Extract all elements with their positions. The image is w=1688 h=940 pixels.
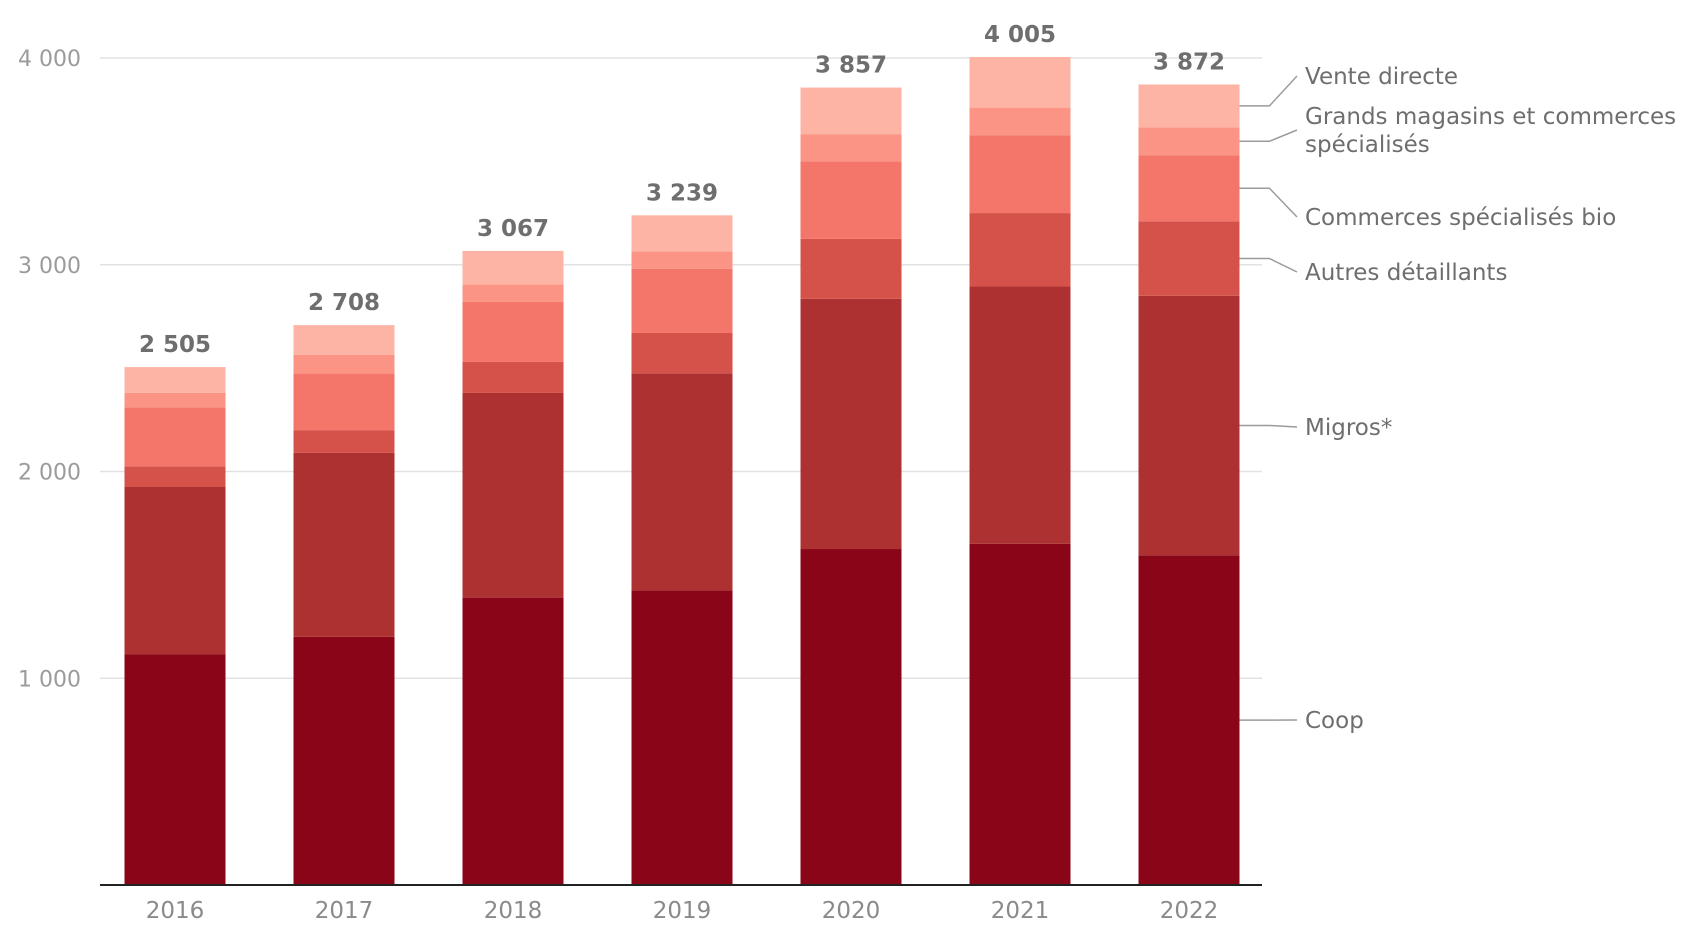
bar-segment [293,354,395,374]
bar-segment [124,367,226,393]
x-tick-label: 2021 [991,898,1050,924]
legend-label: Commerces spécialisés bio [1305,205,1616,231]
y-tick-label: 3 000 [18,254,81,279]
bar-segment [1138,221,1240,296]
bar-segment [293,430,395,453]
bar-segment [124,407,226,467]
bar-segment [1138,155,1240,222]
legend-label: Coop [1305,708,1364,734]
bar-segment [969,213,1071,287]
bar-segment [969,286,1071,544]
bar-segment [800,238,902,299]
bar-segment [293,325,395,355]
bar-segment [631,332,733,374]
bar-segment [462,597,564,885]
total-label: 3 239 [646,180,718,206]
total-label: 3 872 [1153,49,1225,75]
x-tick-label: 2017 [315,898,374,924]
bar-segment [124,392,226,408]
y-tick-label: 1 000 [18,667,81,692]
legend-leader-line [1239,424,1298,428]
x-tick-label: 2016 [146,898,205,924]
bar-segment [800,87,902,135]
bar-segment [800,161,902,239]
legend-leader-line [1239,187,1298,218]
legend-label: Vente directe [1305,64,1458,90]
bar-segment [969,135,1071,214]
total-label: 3 857 [815,53,887,79]
legend-leader-line [1239,257,1298,273]
legend-label: Migros* [1305,415,1392,441]
bar-segment [124,466,226,488]
legend: Coop Migros* Autres détaillants Commerces s… [1239,64,1676,734]
x-tick-label: 2019 [653,898,712,924]
bar-segment [631,251,733,269]
bar-segment [969,56,1071,108]
bar-segment [462,301,564,362]
bar-segment [969,107,1071,136]
bar-segment [800,298,902,550]
bar-segment [631,268,733,333]
bar-segment [462,250,564,285]
bar-segment [124,654,226,885]
bar-segment [1138,84,1240,128]
legend-label: Grands magasins et commerces spécialisés [1305,104,1676,158]
bar-segment [631,373,733,591]
labels: 1 000 2 000 3 000 4 000 2 505 2016 2 708 2017 3 … [18,22,1225,924]
y-tick-label: 2 000 [18,461,81,486]
bar-segment [1138,295,1240,556]
bar-segment [1138,127,1240,156]
bar-segment [293,452,395,637]
bar-segment [1138,555,1240,885]
bar-segment [293,636,395,885]
total-label: 2 505 [139,332,211,358]
x-tick-label: 2022 [1160,898,1219,924]
bars [124,56,1240,885]
bar-segment [800,549,902,885]
bar-segment [969,543,1071,885]
legend-leader-line [1239,129,1298,142]
x-tick-label: 2018 [484,898,543,924]
total-label: 2 708 [308,290,380,316]
bar-segment [462,392,564,598]
y-tick-label: 4 000 [18,47,81,72]
bar-segment [462,284,564,302]
bar-segment [462,361,564,393]
bar-segment [124,487,226,655]
bar-segment [293,373,395,431]
total-label: 3 067 [477,216,549,242]
legend-label: Autres détaillants [1305,260,1507,286]
x-tick-label: 2020 [822,898,881,924]
legend-leader-line [1239,75,1298,107]
total-label: 4 005 [984,22,1056,48]
bar-segment [631,215,733,252]
bar-segment [631,590,733,885]
bar-segment [800,134,902,162]
